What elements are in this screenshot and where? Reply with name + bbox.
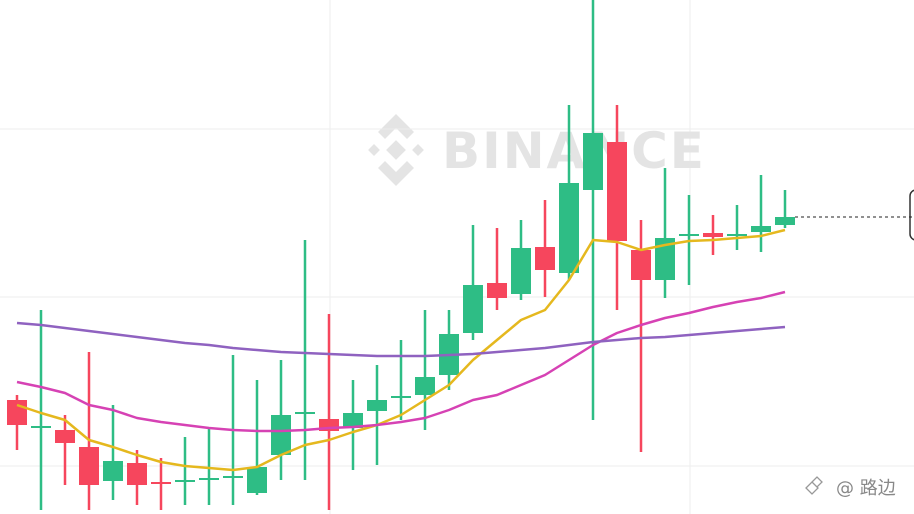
candle-body	[511, 248, 531, 294]
candle-body	[583, 133, 603, 190]
candle-body	[391, 396, 411, 398]
credit-icon	[805, 476, 823, 495]
moving-average-line	[16, 321, 786, 358]
candle-body	[463, 285, 483, 333]
candle-body	[55, 430, 75, 443]
price-label-box	[909, 189, 914, 241]
moving-average-line	[16, 290, 786, 433]
candle-body	[199, 478, 219, 480]
candle-body	[31, 426, 51, 428]
candle-body	[103, 461, 123, 481]
candle-body	[127, 463, 147, 485]
candle-body	[631, 250, 651, 280]
candle-body	[775, 217, 795, 225]
credit: @ 路边	[805, 476, 896, 499]
candle-body	[151, 482, 171, 484]
candle-body	[271, 415, 291, 455]
candle-body	[223, 476, 243, 478]
candle-body	[535, 247, 555, 270]
candle-body	[367, 400, 387, 411]
candle-body	[655, 238, 675, 280]
candle-body	[607, 142, 627, 241]
credit-text: @ 路边	[836, 478, 896, 499]
candle-body	[679, 234, 699, 236]
candle-body	[343, 413, 363, 428]
candle-body	[703, 233, 723, 237]
candle-body	[7, 400, 27, 425]
candle-body	[247, 467, 267, 493]
watermark: BINANCE	[368, 114, 706, 186]
candle-body	[415, 377, 435, 395]
candle-body	[79, 447, 99, 485]
moving-average-line	[16, 228, 786, 472]
watermark-text: BINANCE	[442, 122, 706, 180]
candle-body	[175, 480, 195, 482]
candle-body	[727, 234, 747, 236]
candle-body	[751, 226, 771, 232]
watermark-logo	[368, 114, 424, 186]
candle-body	[295, 412, 315, 414]
candle-body	[487, 283, 507, 298]
candle-body	[559, 183, 579, 273]
